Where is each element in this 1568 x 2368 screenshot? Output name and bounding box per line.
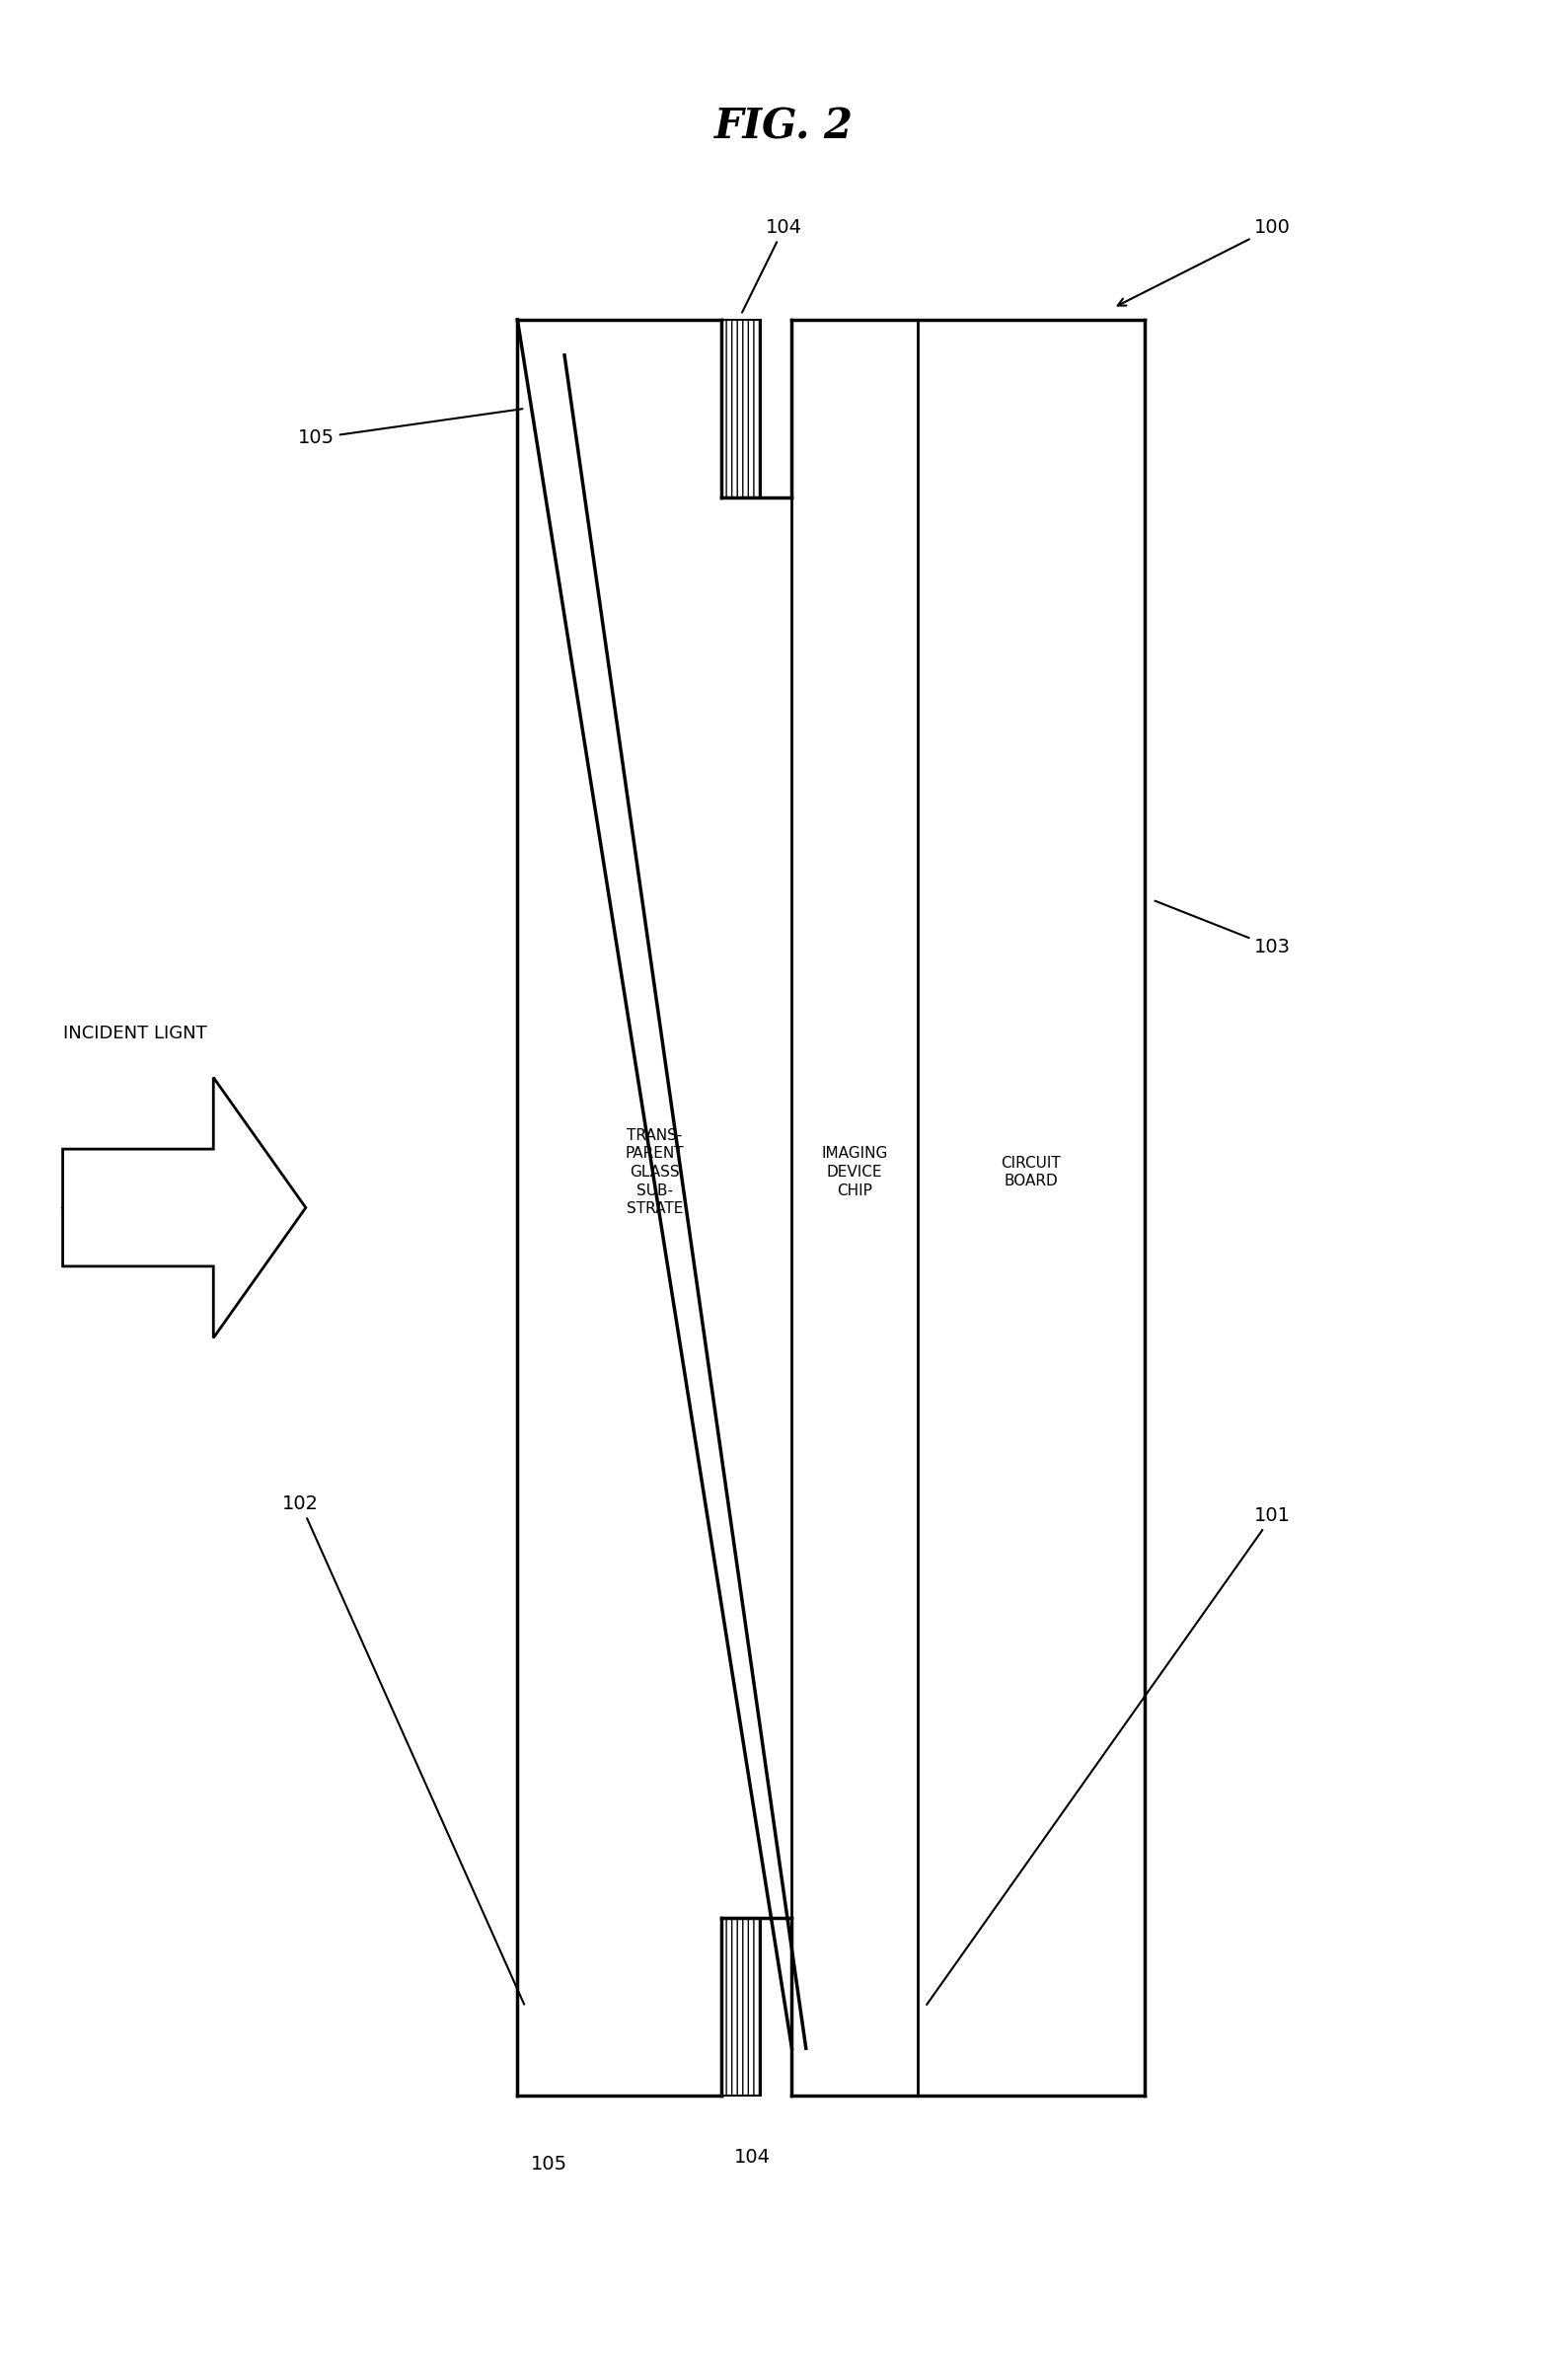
Text: 101: 101 [927, 1506, 1290, 2006]
Polygon shape [63, 1077, 306, 1338]
Text: 104: 104 [742, 218, 803, 313]
Text: 104: 104 [734, 2148, 771, 2167]
Text: 105: 105 [530, 2155, 568, 2174]
Text: TRANS-
PARENT
GLASS
SUB-
STRATE: TRANS- PARENT GLASS SUB- STRATE [626, 1127, 684, 1217]
Text: 105: 105 [298, 410, 522, 448]
Text: INCIDENT LIGNT: INCIDENT LIGNT [63, 1023, 207, 1042]
Text: CIRCUIT
BOARD: CIRCUIT BOARD [1000, 1156, 1062, 1189]
Bar [517, 320, 721, 497]
Bar [721, 1918, 760, 2096]
Text: 102: 102 [282, 1494, 524, 2003]
Bar [721, 1918, 917, 2096]
Bar [721, 320, 760, 497]
Bar [517, 497, 792, 1918]
Bar [792, 497, 917, 1918]
Text: IMAGING
DEVICE
CHIP: IMAGING DEVICE CHIP [822, 1146, 887, 1198]
Text: FIG. 2: FIG. 2 [715, 107, 853, 149]
Bar [917, 320, 1145, 2096]
Bar [517, 1918, 721, 2096]
Text: 100: 100 [1118, 218, 1290, 305]
Bar [721, 320, 917, 497]
Text: 103: 103 [1156, 900, 1290, 957]
